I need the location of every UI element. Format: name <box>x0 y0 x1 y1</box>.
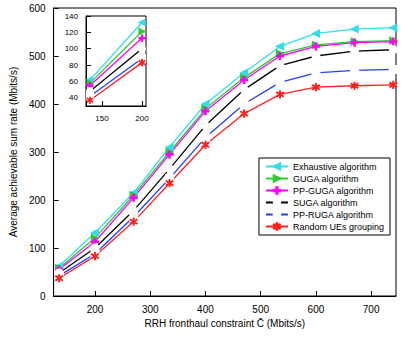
svg-text:0: 0 <box>40 291 46 302</box>
svg-text:100: 100 <box>65 44 79 53</box>
svg-text:80: 80 <box>69 61 78 70</box>
svg-text:600: 600 <box>29 3 46 14</box>
svg-text:60: 60 <box>69 77 78 86</box>
svg-text:GUGA algorithm: GUGA algorithm <box>293 174 359 184</box>
svg-text:140: 140 <box>65 12 79 21</box>
svg-text:500: 500 <box>252 304 269 315</box>
svg-text:300: 300 <box>142 304 159 315</box>
svg-text:600: 600 <box>308 304 325 315</box>
svg-text:300: 300 <box>29 147 46 158</box>
svg-text:120: 120 <box>65 28 79 37</box>
svg-text:200: 200 <box>135 114 149 123</box>
svg-text:100: 100 <box>29 243 46 254</box>
svg-text:150: 150 <box>95 114 109 123</box>
svg-text:200: 200 <box>87 304 104 315</box>
svg-text:Exhaustive algorithm: Exhaustive algorithm <box>293 162 377 172</box>
svg-text:RRH fronthaul constraint C̄ (M: RRH fronthaul constraint C̄ (Mbits/s) <box>144 318 305 330</box>
svg-text:200: 200 <box>29 195 46 206</box>
svg-text:Random UEs grouping: Random UEs grouping <box>293 222 384 232</box>
svg-text:500: 500 <box>29 51 46 62</box>
svg-text:PP-GUGA algorithm: PP-GUGA algorithm <box>293 186 374 196</box>
svg-text:700: 700 <box>363 304 380 315</box>
svg-text:SUGA algorithm: SUGA algorithm <box>293 198 358 208</box>
svg-text:PP-RUGA algorithm: PP-RUGA algorithm <box>293 210 373 220</box>
svg-text:400: 400 <box>29 99 46 110</box>
svg-text:40: 40 <box>69 93 78 102</box>
svg-text:400: 400 <box>197 304 214 315</box>
svg-text:Average achievable sum rate (M: Average achievable sum rate (Mbits/s) <box>8 67 19 237</box>
